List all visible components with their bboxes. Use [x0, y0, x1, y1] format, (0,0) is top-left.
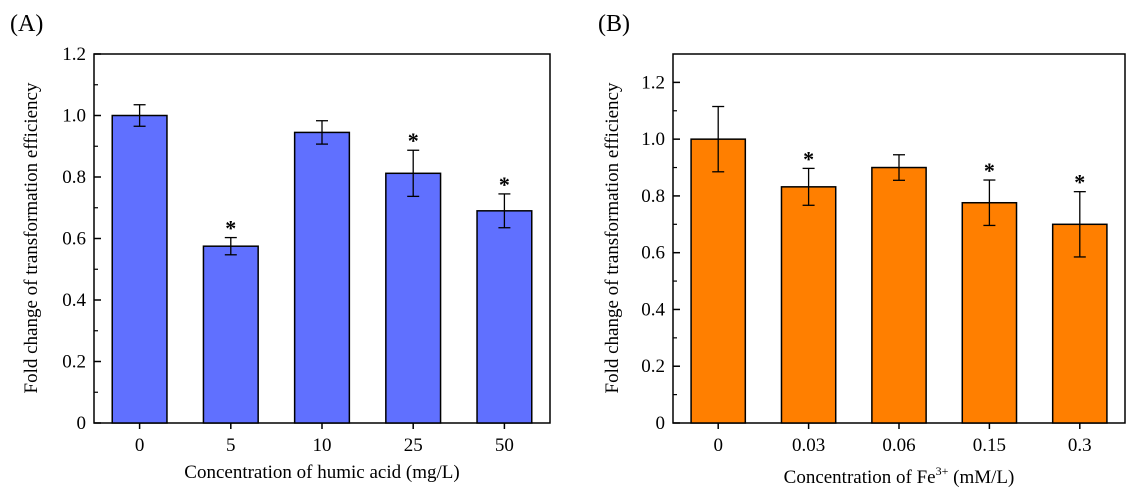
panel-a-significance-marker: * — [408, 128, 419, 153]
panel-b-y-axis-label: Fold change of transformation efficiency — [602, 82, 623, 393]
panel-a-significance-marker: * — [225, 216, 236, 241]
panel-b-y-tick-label: 0 — [656, 413, 666, 434]
panel-b-x-tick-label: 0.3 — [1068, 435, 1092, 456]
panel-b-x-axis-label-superscript: 3+ — [936, 464, 949, 478]
panel-a-x-tick-label: 0 — [135, 435, 145, 456]
panel-a-y-tick-label: 0.4 — [62, 290, 86, 311]
panel-b: (B) * * * 0 0.2 0.4 0.6 0.8 1.0 1.2 0 0.03 0.06 0.1… — [598, 11, 1126, 488]
panel-a-y-axis-label: Fold change of transformation efficiency — [21, 82, 42, 393]
panel-b-y-tick-label: 0.4 — [641, 299, 665, 320]
panel-b-y-tick-label: 0.6 — [641, 243, 665, 264]
panel-b-x-axis-label-unit: (mM/L) — [948, 467, 1014, 488]
panel-a-bar — [111, 114, 168, 424]
panel-a-bar — [476, 210, 533, 424]
panel-b-bar — [871, 166, 927, 424]
panel-b-bar — [780, 186, 837, 424]
panel-a-significance-marker: * — [499, 172, 510, 197]
panel-b-y-tick-label: 0.8 — [641, 186, 665, 207]
panel-b-y-tick-label: 0.2 — [641, 356, 665, 377]
panel-a-y-tick-label: 1.0 — [62, 106, 86, 127]
panel-b-y-tick-label: 1.0 — [641, 129, 665, 150]
panel-a-x-axis: 0 5 10 25 50 — [135, 423, 514, 456]
panel-a-y-axis: 0 0.2 0.4 0.6 0.8 1.0 1.2 — [62, 44, 101, 434]
panel-a-x-tick-label: 5 — [226, 435, 236, 456]
panel-a-label: (A) — [10, 11, 43, 37]
panel-a-x-tick-label: 10 — [313, 435, 332, 456]
panel-b-significance-marker: * — [803, 146, 814, 171]
panel-b-x-axis: 0 0.03 0.06 0.15 0.3 — [713, 423, 1092, 456]
panel-a-bars: * * * — [111, 104, 533, 424]
panel-a: (A) * * * 0 0.2 0.4 0.6 0.8 1.0 1.2 0 5 10 25 50 Con… — [10, 11, 551, 483]
panel-a-y-tick-label: 0.6 — [62, 229, 86, 250]
panel-a-y-tick-label: 0.8 — [62, 167, 86, 188]
panel-b-bar — [690, 138, 747, 424]
panel-b-bars: * * * — [690, 105, 1108, 424]
panel-b-significance-marker: * — [1074, 170, 1085, 195]
panel-b-bar — [961, 201, 1018, 424]
panel-b-significance-marker: * — [984, 158, 995, 183]
panel-a-y-tick-label: 1.2 — [62, 44, 86, 65]
panel-b-x-axis-label-main: Concentration of Fe — [784, 467, 936, 488]
panel-b-x-tick-label: 0.15 — [973, 435, 1006, 456]
panel-b-x-tick-label: 0.03 — [792, 435, 825, 456]
panel-a-y-tick-label: 0 — [77, 413, 87, 434]
panel-a-x-axis-label: Concentration of humic acid (mg/L) — [184, 462, 459, 483]
panel-b-x-tick-label: 0 — [713, 435, 723, 456]
panel-b-x-axis-label: Concentration of Fe3+ (mM/L) — [784, 464, 1015, 488]
panel-a-x-tick-label: 25 — [404, 435, 423, 456]
panel-b-y-axis: 0 0.2 0.4 0.6 0.8 1.0 1.2 — [641, 72, 680, 434]
panel-a-bar — [293, 131, 351, 424]
panel-a-bar — [385, 172, 442, 424]
panel-b-label: (B) — [598, 11, 630, 37]
panel-b-y-tick-label: 1.2 — [641, 72, 665, 93]
panel-b-x-tick-label: 0.06 — [882, 435, 915, 456]
panel-a-bar — [202, 245, 259, 424]
panel-a-x-tick-label: 50 — [495, 435, 514, 456]
panel-a-y-tick-label: 0.2 — [62, 352, 86, 373]
